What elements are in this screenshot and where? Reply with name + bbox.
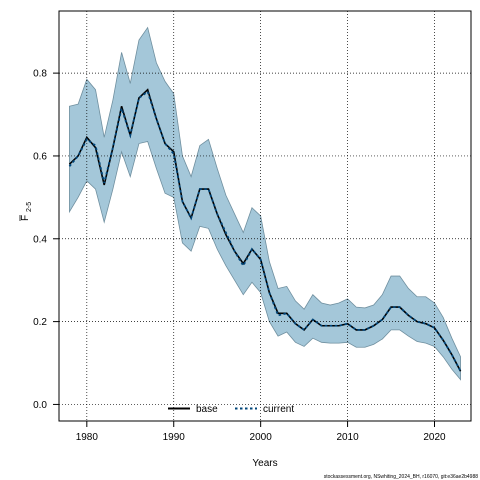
series-line-layer (68, 88, 462, 372)
grid-layer (59, 11, 471, 421)
legend-label-current: current (263, 404, 294, 415)
footer-credit: stockassessment.org, NSwhiting_2024_BH, … (324, 474, 478, 480)
x-axis-label: Years (252, 458, 277, 469)
plot-frame (58, 10, 472, 422)
x-tick-label-3: 2010 (336, 432, 359, 443)
y-tick-label-1: 0.2 (33, 317, 47, 328)
y-axis-label: F 2-5 (19, 202, 33, 221)
axis-layer: 1980 1990 2000 2010 2020 0.0 0.2 0.4 0.6 0.8 (33, 69, 446, 443)
y-tick-label-2: 0.4 (33, 234, 47, 245)
confidence-band (69, 26, 461, 381)
legend: base current (168, 404, 294, 415)
x-tick-label-2: 2000 (250, 432, 273, 443)
x-tick-label-1: 1990 (163, 432, 186, 443)
y-axis-label-main: F (20, 215, 31, 221)
y-tick-label-3: 0.6 (33, 151, 47, 162)
x-tick-label-0: 1980 (76, 432, 99, 443)
confidence-band-layer (69, 26, 461, 381)
series-line-current (68, 90, 462, 372)
y-tick-label-0: 0.0 (33, 400, 47, 411)
x-tick-label-4: 2020 (423, 432, 446, 443)
legend-label-base: base (196, 404, 218, 415)
y-tick-label-4: 0.8 (33, 69, 47, 80)
y-axis-label-sub: 2-5 (26, 202, 33, 212)
